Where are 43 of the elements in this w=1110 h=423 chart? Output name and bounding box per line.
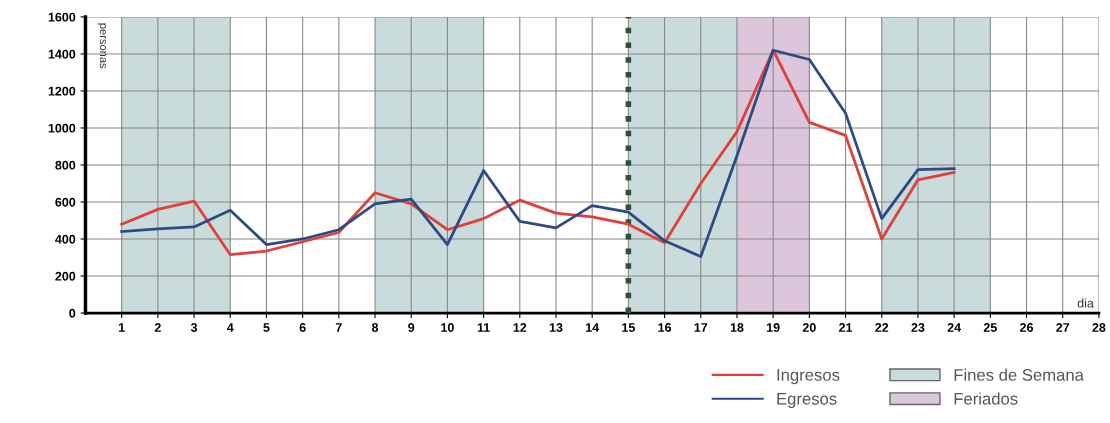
y-tick-label: 200	[55, 271, 76, 281]
x-tick-label: 28	[1092, 323, 1106, 332]
x-tick-label: 22	[875, 323, 889, 332]
x-tick-label: 19	[766, 323, 780, 332]
x-tick-label: 20	[802, 323, 816, 332]
x-tick-label: 21	[839, 323, 853, 332]
x-tick-label: 4	[226, 323, 234, 332]
x-tick-label: 14	[586, 323, 600, 332]
y-tick-label: 600	[55, 197, 76, 207]
x-tick-label: 12	[513, 323, 527, 332]
x-tick-label: 8	[371, 323, 379, 332]
x-tick-label: 9	[408, 323, 415, 332]
x-tick-label: 25	[983, 323, 997, 332]
x-tick-label: 15	[622, 323, 635, 332]
x-tick-label: 5	[263, 323, 270, 332]
x-tick-label: 3	[190, 323, 198, 332]
x-tick-label: 23	[911, 323, 925, 332]
x-tick-label: 10	[441, 323, 454, 332]
y-axis-title: personas	[97, 23, 106, 69]
x-tick-label: 1	[118, 323, 125, 332]
y-tick-label: 800	[55, 160, 76, 170]
x-tick-label: 24	[947, 323, 962, 332]
y-tick-label: 400	[55, 234, 76, 244]
x-tick-label: 7	[335, 323, 342, 332]
y-tick-label: 1400	[48, 49, 76, 59]
y-tick-label: 1000	[48, 123, 76, 133]
x-tick-label: 6	[299, 323, 306, 332]
x-tick-label: 17	[694, 323, 708, 332]
x-tick-label: 11	[477, 323, 490, 332]
legend-label: Feriados	[954, 392, 1018, 405]
x-tick-label: 16	[658, 323, 672, 332]
x-tick-label: 2	[154, 323, 161, 332]
x-tick-label: 27	[1056, 323, 1070, 332]
x-tick-label: 13	[549, 323, 563, 332]
x-tick-label: 18	[730, 323, 744, 332]
legend-label: Egresos	[777, 393, 837, 408]
legend-label: Fines de Semana	[954, 368, 1084, 381]
y-tick-label: 1200	[48, 86, 76, 96]
y-tick-label: 0	[69, 308, 76, 318]
y-tick-label: 1600	[48, 12, 76, 22]
legend-label: Ingresos	[777, 369, 840, 385]
x-tick-label: 26	[1019, 323, 1034, 332]
x-axis-title: dia	[1077, 298, 1094, 308]
